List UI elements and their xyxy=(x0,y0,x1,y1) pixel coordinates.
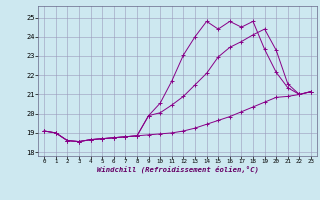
X-axis label: Windchill (Refroidissement éolien,°C): Windchill (Refroidissement éolien,°C) xyxy=(97,166,259,173)
